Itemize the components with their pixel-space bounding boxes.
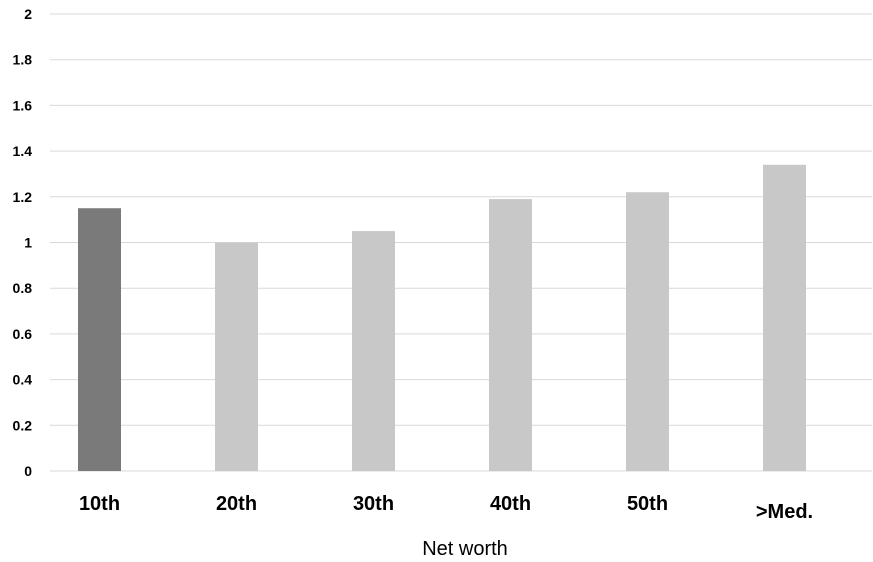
x-tick-label: 40th	[490, 493, 531, 515]
bar-10th	[78, 208, 121, 471]
y-tick-label: 1.6	[13, 97, 33, 113]
bar-40th	[489, 199, 532, 471]
bar-med	[763, 164, 806, 471]
x-axis-label: Net worth	[422, 538, 508, 560]
y-tick-label: 1.4	[13, 143, 33, 159]
x-axis-ticks: 10th 20th 30th 40th 50th >Med.	[79, 493, 813, 523]
x-tick-label: >Med.	[756, 501, 813, 523]
x-tick-label: 20th	[216, 493, 257, 515]
y-tick-label: 0.2	[13, 417, 33, 433]
x-tick-label: 50th	[627, 493, 668, 515]
y-tick-label: 2	[24, 6, 32, 22]
y-tick-label: 0.6	[13, 326, 33, 342]
y-tick-label: 0	[24, 463, 32, 479]
y-tick-label: 1.2	[13, 189, 33, 205]
y-axis-ticks: 0 0.2 0.4 0.6 0.8 1 1.2 1.4 1.6 1.8 2	[13, 6, 33, 479]
bar-20th	[215, 242, 258, 471]
bar-50th	[626, 192, 669, 472]
x-tick-label: 10th	[79, 493, 120, 515]
y-tick-label: 1	[24, 235, 32, 251]
bars	[78, 164, 806, 472]
bar-30th	[352, 231, 395, 471]
y-tick-label: 1.8	[13, 52, 33, 68]
gridlines	[50, 13, 872, 472]
y-tick-label: 0.8	[13, 280, 33, 296]
x-tick-label: 30th	[353, 493, 394, 515]
y-tick-label: 0.4	[13, 372, 33, 388]
